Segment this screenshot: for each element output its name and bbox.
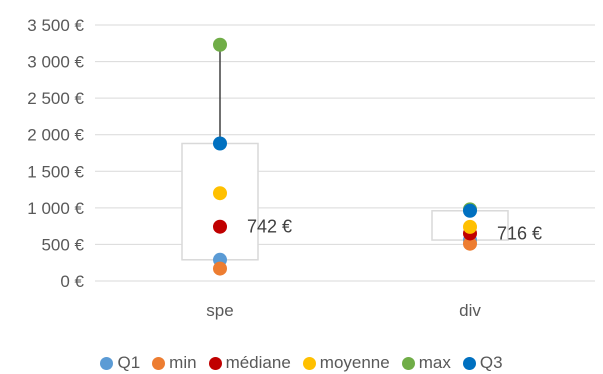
- legend-item: min: [152, 353, 196, 373]
- legend-marker: [303, 357, 316, 370]
- box-plot-chart: 0 € 500 € 1 000 € 1 500 € 2 000 € 2 500 € 3 00…: [0, 0, 603, 350]
- point-min: [213, 262, 227, 276]
- box-plot-boxes: [182, 45, 508, 260]
- legend-label: moyenne: [320, 353, 390, 373]
- point-médiane: [213, 220, 227, 234]
- y-tick-label: 3 000 €: [27, 53, 84, 72]
- y-tick-label: 1 500 €: [27, 162, 84, 181]
- legend-marker: [402, 357, 415, 370]
- y-tick-label: 0 €: [60, 272, 84, 291]
- legend-item: médiane: [209, 353, 291, 373]
- y-axis-labels: 0 € 500 € 1 000 € 1 500 € 2 000 € 2 500 € 3 00…: [27, 16, 84, 291]
- legend-marker: [152, 357, 165, 370]
- legend-item: max: [402, 353, 451, 373]
- data-label: 716 €: [497, 223, 542, 243]
- x-axis-labels: spe div: [206, 301, 481, 320]
- legend-item: Q3: [463, 353, 503, 373]
- y-tick-label: 500 €: [41, 235, 84, 254]
- legend: Q1 min médiane moyenne max Q3: [0, 352, 603, 374]
- y-tick-label: 3 500 €: [27, 16, 84, 35]
- point-Q3: [213, 136, 227, 150]
- legend-label: Q3: [480, 353, 503, 373]
- legend-label: max: [419, 353, 451, 373]
- x-tick-label: spe: [206, 301, 233, 320]
- point-Q3: [463, 204, 477, 218]
- legend-marker: [209, 357, 222, 370]
- y-tick-label: 2 500 €: [27, 89, 84, 108]
- x-tick-label: div: [459, 301, 481, 320]
- legend-label: min: [169, 353, 196, 373]
- legend-marker: [100, 357, 113, 370]
- iqr-box: [182, 143, 258, 259]
- point-max: [213, 38, 227, 52]
- legend-marker: [463, 357, 476, 370]
- y-tick-label: 2 000 €: [27, 126, 84, 145]
- data-label: 742 €: [247, 217, 292, 237]
- y-tick-label: 1 000 €: [27, 199, 84, 218]
- legend-label: Q1: [117, 353, 140, 373]
- point-moyenne: [463, 220, 477, 234]
- legend-item: moyenne: [303, 353, 390, 373]
- legend-item: Q1: [100, 353, 140, 373]
- legend-label: médiane: [226, 353, 291, 373]
- point-moyenne: [213, 186, 227, 200]
